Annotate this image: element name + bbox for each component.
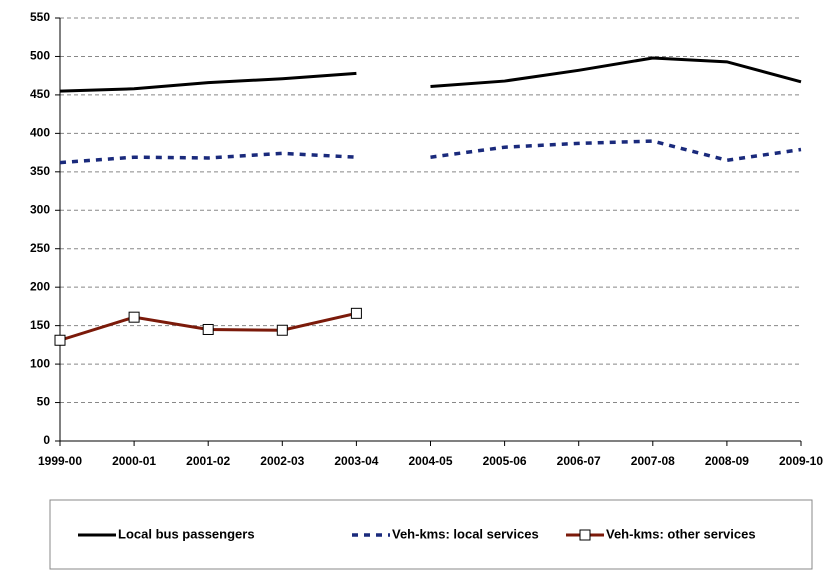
y-tick-label: 550 [30, 10, 50, 24]
x-tick-label: 2007-08 [631, 454, 675, 468]
y-tick-label: 450 [30, 87, 50, 101]
y-tick-label: 350 [30, 164, 50, 178]
marker [350, 307, 362, 319]
legend-marker [579, 529, 591, 541]
legend-label: Local bus passengers [118, 526, 255, 541]
series-line [59, 71, 357, 93]
marker [202, 323, 214, 335]
x-tick-label: 2004-05 [408, 454, 452, 468]
marker [54, 334, 66, 346]
x-tick-label: 2002-03 [260, 454, 304, 468]
x-tick-label: 1999-00 [38, 454, 82, 468]
legend: Local bus passengers Veh-kms: local servi… [78, 526, 756, 541]
x-tick-label: 2006-07 [557, 454, 601, 468]
y-tick-label: 150 [30, 318, 50, 332]
x-tick-label: 2003-04 [334, 454, 378, 468]
y-tick-label: 0 [43, 433, 50, 447]
legend-label: Veh-kms: other services [606, 526, 756, 541]
y-tick-label: 250 [30, 241, 50, 255]
y-tick-label: 400 [30, 126, 50, 140]
series-line [430, 139, 802, 163]
y-tick-label: 200 [30, 279, 50, 293]
x-tick-label: 2008-09 [705, 454, 749, 468]
series-line [59, 151, 357, 165]
y-tick-label: 300 [30, 202, 50, 216]
series-line [430, 56, 802, 88]
legend-label: Veh-kms: local services [392, 526, 539, 541]
legend-box [49, 499, 813, 570]
x-tick-label: 2005-06 [483, 454, 527, 468]
y-tick-label: 100 [30, 356, 50, 370]
x-tick-label: 2009-10 [779, 454, 823, 468]
x-tick-label: 2001-02 [186, 454, 230, 468]
y-tick-label: 500 [30, 49, 50, 63]
x-tick-label: 2000-01 [112, 454, 156, 468]
marker [128, 311, 140, 323]
y-tick-label: 50 [37, 395, 51, 409]
marker [276, 324, 288, 336]
